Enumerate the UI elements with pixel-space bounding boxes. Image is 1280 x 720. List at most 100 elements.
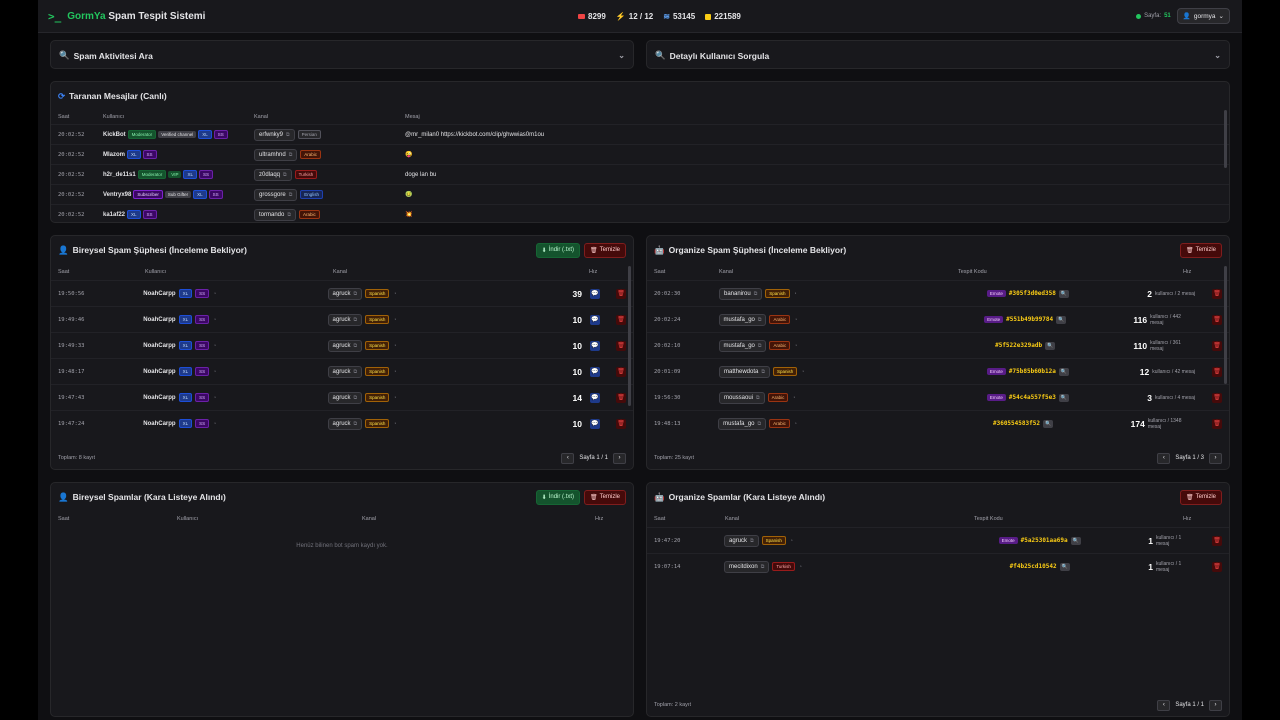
message-row[interactable]: 20:02:52 KickBot Moderator Verified channe… [51, 124, 1229, 144]
search-icon[interactable]: 🔍 [1058, 393, 1070, 402]
message-row[interactable]: 20:02:52 ka1af22 XL SS tormando ⧉ Arabic 💥 [51, 204, 1229, 222]
channel-chip[interactable]: tormando ⧉ [254, 208, 296, 221]
scrollbar[interactable] [628, 266, 631, 406]
prev-page-button[interactable]: ‹ [1157, 452, 1171, 464]
search-icon[interactable]: 🔍 [1058, 367, 1070, 376]
history-icon[interactable]: ◔ [798, 563, 802, 570]
history-icon[interactable]: ◔ [792, 394, 796, 401]
delete-button[interactable]: 🗑 [1212, 392, 1222, 403]
ss-badge: SS [195, 367, 210, 376]
next-page-button[interactable]: › [613, 452, 626, 464]
row-user[interactable]: NoahCarpp [143, 368, 176, 375]
delete-button[interactable]: 🗑 [1212, 340, 1223, 351]
history-icon[interactable]: ◔ [213, 342, 217, 349]
channel-chip[interactable]: agruck ⧉ [724, 534, 759, 547]
search-icon[interactable]: 🔍 [1042, 419, 1054, 428]
history-icon[interactable]: ◔ [213, 316, 217, 323]
channel-chip[interactable]: moussaoui ⧉ [719, 391, 765, 404]
channel-chip[interactable]: mecitdixon ⧉ [724, 560, 770, 573]
user-menu-button[interactable]: 👤 gormya ⌄ [1176, 8, 1230, 24]
row-user[interactable]: NoahCarpp [143, 342, 176, 349]
channel-chip[interactable]: mustafa_go ⧉ [718, 339, 767, 352]
channel-chip[interactable]: ultramhnd ⧉ [254, 148, 298, 161]
row-user[interactable]: NoahCarpp [143, 420, 176, 427]
user-query-accordion[interactable]: 🔍 Detaylı Kullanıcı Sorgula ⌄ [646, 40, 1230, 69]
channel-chip[interactable]: agruck ⧉ [327, 287, 363, 300]
scrollbar[interactable] [1224, 266, 1227, 384]
channel-chip[interactable]: agruck ⧉ [327, 391, 363, 404]
chat-icon[interactable]: 💬 [590, 288, 600, 299]
delete-button[interactable]: 🗑 [1212, 535, 1222, 546]
history-icon[interactable]: ◔ [393, 368, 397, 375]
delete-button[interactable]: 🗑 [616, 392, 626, 403]
chat-icon[interactable]: 💬 [590, 366, 600, 377]
channel-chip[interactable]: bananirou ⧉ [719, 287, 763, 300]
delete-button[interactable]: 🗑 [1212, 288, 1222, 299]
delete-button[interactable]: 🗑 [616, 340, 626, 351]
history-icon[interactable]: ◔ [393, 420, 397, 427]
next-page-button[interactable]: › [1209, 452, 1222, 464]
chat-icon[interactable]: 💬 [590, 314, 600, 325]
history-icon[interactable]: ◔ [793, 420, 797, 427]
delete-button[interactable]: 🗑 [1212, 561, 1222, 572]
channel-chip[interactable]: mustafa_go ⧉ [718, 417, 767, 430]
clear-button[interactable]: 🗑 Temizle [584, 242, 626, 258]
history-icon[interactable]: ◔ [213, 394, 217, 401]
search-icon[interactable]: 🔍 [1056, 315, 1067, 324]
prev-page-button[interactable]: ‹ [561, 452, 575, 464]
row-user[interactable]: NoahCarpp [143, 394, 176, 401]
delete-button[interactable]: 🗑 [616, 418, 626, 429]
message-row[interactable]: 20:02:52 h2r_de11s1 Moderator VIP XL SS z0dl… [51, 164, 1229, 184]
channel-chip[interactable]: grossgore ⧉ [254, 188, 298, 201]
channel-chip[interactable]: mustafa_go ⧉ [718, 313, 767, 326]
spam-search-accordion[interactable]: 🔍 Spam Aktivitesi Ara ⌄ [50, 40, 634, 69]
chat-icon[interactable]: 💬 [590, 392, 600, 403]
scrollbar[interactable] [1224, 110, 1227, 168]
message-row[interactable]: 20:02:52 Mlazom XL SS ultramhnd ⧉ Arabic 😜 [51, 144, 1229, 164]
delete-button[interactable]: 🗑 [1212, 418, 1222, 429]
chat-icon[interactable]: 💬 [590, 418, 600, 429]
history-icon[interactable]: ◔ [794, 316, 798, 323]
delete-button[interactable]: 🗑 [616, 366, 626, 377]
next-page-button[interactable]: › [1209, 699, 1222, 711]
search-icon[interactable]: 🔍 [1045, 341, 1056, 350]
online-indicator: Sayfa: 51 [1136, 13, 1171, 19]
channel-chip[interactable]: z0dlaqq ⧉ [254, 168, 292, 181]
clear-button[interactable]: 🗑 Temizle [1180, 489, 1222, 505]
clear-button[interactable]: 🗑 Temizle [1180, 242, 1222, 258]
delete-button[interactable]: 🗑 [616, 288, 626, 299]
row-user[interactable]: NoahCarpp [143, 316, 176, 323]
channel-chip[interactable]: agruck ⧉ [327, 339, 363, 352]
channel-chip[interactable]: agruck ⧉ [327, 365, 363, 378]
channel-chip[interactable]: erfwnky9 ⧉ [254, 128, 295, 141]
channel-chip[interactable]: matthewdota ⧉ [719, 365, 770, 378]
history-icon[interactable]: ◔ [393, 342, 397, 349]
history-icon[interactable]: ◔ [393, 290, 397, 297]
chat-icon[interactable]: 💬 [590, 340, 600, 351]
brand-prefix: GormYa [67, 10, 106, 22]
clear-button[interactable]: 🗑 Temizle [584, 489, 626, 505]
download-button[interactable]: ⬇ İndir (.txt) [535, 489, 581, 505]
delete-button[interactable]: 🗑 [1212, 366, 1222, 377]
history-icon[interactable]: ◔ [393, 316, 397, 323]
top-bar: >_ GormYa Spam Tespit Sistemi 8299 ⚡ 12 /… [38, 0, 1242, 33]
history-icon[interactable]: ◔ [393, 394, 397, 401]
history-icon[interactable]: ◔ [794, 342, 798, 349]
history-icon[interactable]: ◔ [793, 290, 797, 297]
delete-button[interactable]: 🗑 [1212, 314, 1223, 325]
history-icon[interactable]: ◔ [213, 420, 217, 427]
search-icon[interactable]: 🔍 [1070, 536, 1081, 545]
prev-page-button[interactable]: ‹ [1157, 699, 1171, 711]
history-icon[interactable]: ◔ [789, 537, 793, 544]
search-icon[interactable]: 🔍 [1058, 289, 1070, 298]
history-icon[interactable]: ◔ [801, 368, 805, 375]
download-button[interactable]: ⬇ İndir (.txt) [535, 242, 581, 258]
delete-button[interactable]: 🗑 [616, 314, 626, 325]
history-icon[interactable]: ◔ [213, 368, 217, 375]
history-icon[interactable]: ◔ [213, 290, 217, 297]
channel-chip[interactable]: agruck ⧉ [327, 313, 363, 326]
row-user[interactable]: NoahCarpp [143, 290, 176, 297]
search-icon[interactable]: 🔍 [1059, 562, 1070, 571]
channel-chip[interactable]: agruck ⧉ [327, 417, 363, 430]
message-row[interactable]: 20:02:52 Ventryx98 Subscriber Sub Gifter XL… [51, 184, 1229, 204]
